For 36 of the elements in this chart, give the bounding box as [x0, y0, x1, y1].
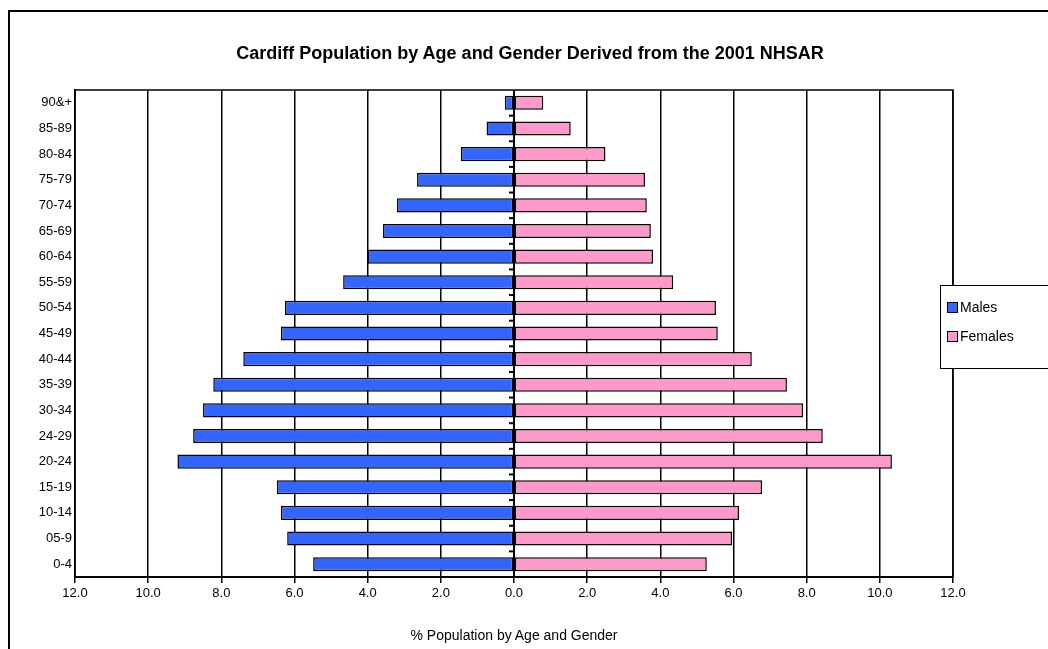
y-tick-label: 70-74: [38, 196, 72, 212]
x-tick-label: 4.0: [651, 585, 670, 601]
x-axis-title: % Population by Age and Gender: [410, 627, 618, 644]
legend-label: Males: [960, 299, 998, 315]
y-tick-label: 10-14: [38, 504, 72, 520]
y-tick-label: 35-39: [38, 376, 72, 392]
y-tick-label: 20-24: [38, 453, 72, 469]
y-tick-label: 65-69: [38, 222, 72, 238]
x-tick-label: 10.0: [867, 585, 893, 601]
y-tick-label: 40-44: [38, 350, 72, 366]
x-tick-label: 6.0: [285, 585, 304, 601]
x-tick-label: 4.0: [358, 585, 377, 601]
y-tick-label: 90&+: [41, 94, 72, 110]
y-tick-label: 05-9: [45, 530, 72, 546]
y-tick-label: 45-49: [38, 325, 72, 341]
y-tick-label: 55-59: [38, 273, 72, 289]
x-tick-label: 2.0: [431, 585, 450, 601]
y-tick-label: 24-29: [38, 427, 72, 443]
y-tick-label: 15-19: [38, 478, 72, 494]
y-tick-label: 30-34: [38, 401, 72, 417]
x-tick-label: 8.0: [212, 585, 231, 601]
x-tick-label: 10.0: [135, 585, 161, 601]
chart-title: Cardiff Population by Age and Gender Derived from the 2001 NHSAR: [235, 43, 825, 63]
x-tick-label: 12.0: [940, 585, 966, 601]
y-tick-label: 0-4: [53, 555, 72, 571]
y-tick-label: 85-89: [38, 120, 72, 136]
x-tick-label: 12.0: [62, 585, 88, 601]
y-tick-label: 50-54: [38, 299, 72, 315]
x-tick-label: 2.0: [578, 585, 597, 601]
y-tick-label: 80-84: [38, 145, 72, 161]
x-tick-label: 0.0: [504, 585, 524, 601]
y-tick-label: 75-79: [38, 171, 72, 187]
x-tick-label: 6.0: [724, 585, 743, 601]
x-tick-label: 8.0: [797, 585, 816, 601]
legend-label: Females: [960, 328, 1014, 344]
y-tick-label: 60-64: [38, 248, 72, 264]
